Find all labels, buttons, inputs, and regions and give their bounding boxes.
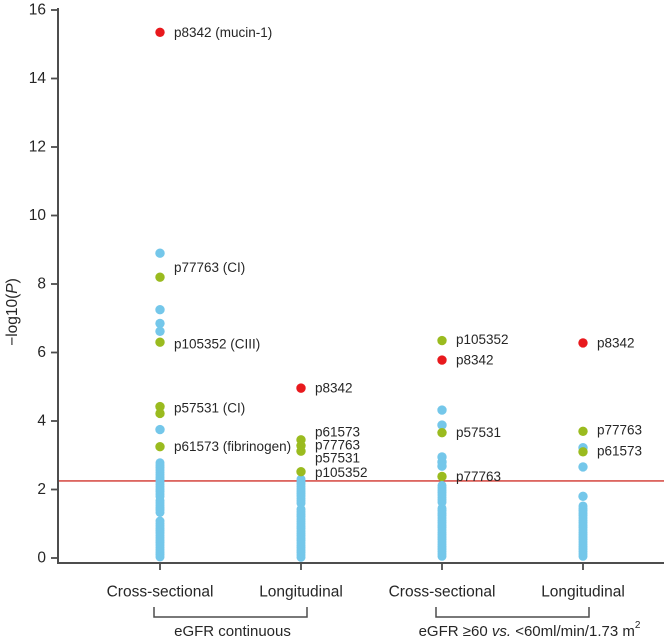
data-point-top-hit — [296, 383, 306, 393]
data-point-candidate — [437, 427, 447, 438]
point-annotation: p105352 (CIII) — [174, 336, 260, 351]
data-point-candidate — [155, 272, 165, 282]
data-point-nonsignificant — [155, 507, 165, 517]
data-point — [155, 248, 165, 258]
point-annotation: p77763 — [597, 422, 642, 437]
point-annotation: p61573 — [597, 444, 642, 459]
point-annotation: p105352 — [315, 465, 368, 480]
data-point — [437, 461, 447, 471]
point-annotation: p8342 — [597, 335, 635, 350]
y-tick-label: 14 — [29, 70, 47, 87]
data-point — [578, 462, 588, 472]
y-tick-label: 4 — [37, 413, 46, 430]
data-point-candidate — [578, 447, 588, 457]
y-tick-label: 16 — [29, 2, 46, 19]
data-point-candidate — [155, 408, 165, 419]
data-point — [437, 405, 447, 415]
point-annotation: p8342 — [315, 381, 353, 396]
y-tick-label: 6 — [37, 344, 46, 361]
data-point-nonsignificant — [578, 551, 588, 561]
data-point-nonsignificant — [296, 552, 306, 562]
data-point-candidate — [155, 401, 165, 412]
y-tick-label: 12 — [29, 139, 46, 156]
data-point-top-hit — [578, 338, 588, 348]
data-point-nonsignificant — [155, 552, 165, 562]
data-point-candidate — [296, 446, 306, 456]
point-annotation: p57531 (CI) — [174, 400, 245, 415]
point-annotation: p8342 (mucin-1) — [174, 25, 272, 40]
data-point-candidate — [155, 441, 165, 452]
group-bracket — [153, 607, 308, 618]
data-point-candidate — [155, 337, 165, 347]
y-tick-label: 10 — [29, 207, 47, 224]
y-tick-label: 0 — [37, 550, 46, 567]
group-tick-label: Longitudinal — [541, 584, 625, 601]
data-point — [155, 304, 165, 315]
data-point-nonsignificant — [437, 551, 447, 561]
data-point-top-hit — [155, 27, 165, 37]
data-point — [155, 424, 165, 435]
data-point — [578, 491, 588, 502]
data-point-top-hit — [437, 355, 447, 365]
point-annotation: p61573 — [315, 424, 360, 439]
group-tick-label: Longitudinal — [259, 584, 343, 601]
data-point-candidate — [437, 471, 447, 482]
y-tick-label: 8 — [37, 276, 46, 293]
point-annotation: p77763 — [456, 469, 501, 484]
y-axis-title: −log10(P) — [4, 278, 21, 346]
bracket-label: eGFR continuous — [174, 623, 291, 640]
data-point-candidate — [296, 466, 306, 477]
group-tick-label: Cross-sectional — [107, 584, 214, 601]
data-point-nonsignificant — [437, 497, 447, 507]
data-point-candidate — [578, 426, 588, 436]
data-point-nonsignificant — [296, 498, 306, 508]
point-annotation: p61573 (fibrinogen) — [174, 439, 291, 454]
data-point-candidate — [437, 335, 447, 346]
point-annotation: p57531 — [456, 425, 501, 440]
data-point — [155, 326, 165, 336]
y-tick-label: 2 — [37, 481, 46, 498]
data-point — [437, 420, 447, 430]
point-annotation: p57531 — [315, 450, 360, 465]
group-tick-label: Cross-sectional — [389, 584, 496, 601]
data-point — [155, 318, 165, 329]
point-annotation: p77763 (CI) — [174, 260, 245, 275]
bracket-label: eGFR ≥60 vs. <60ml/min/1.73 m2 — [419, 620, 641, 640]
point-annotation: p8342 — [456, 353, 494, 368]
group-bracket — [435, 607, 590, 618]
point-annotation: p105352 — [456, 332, 509, 347]
point-annotation: p77763 — [315, 437, 360, 452]
